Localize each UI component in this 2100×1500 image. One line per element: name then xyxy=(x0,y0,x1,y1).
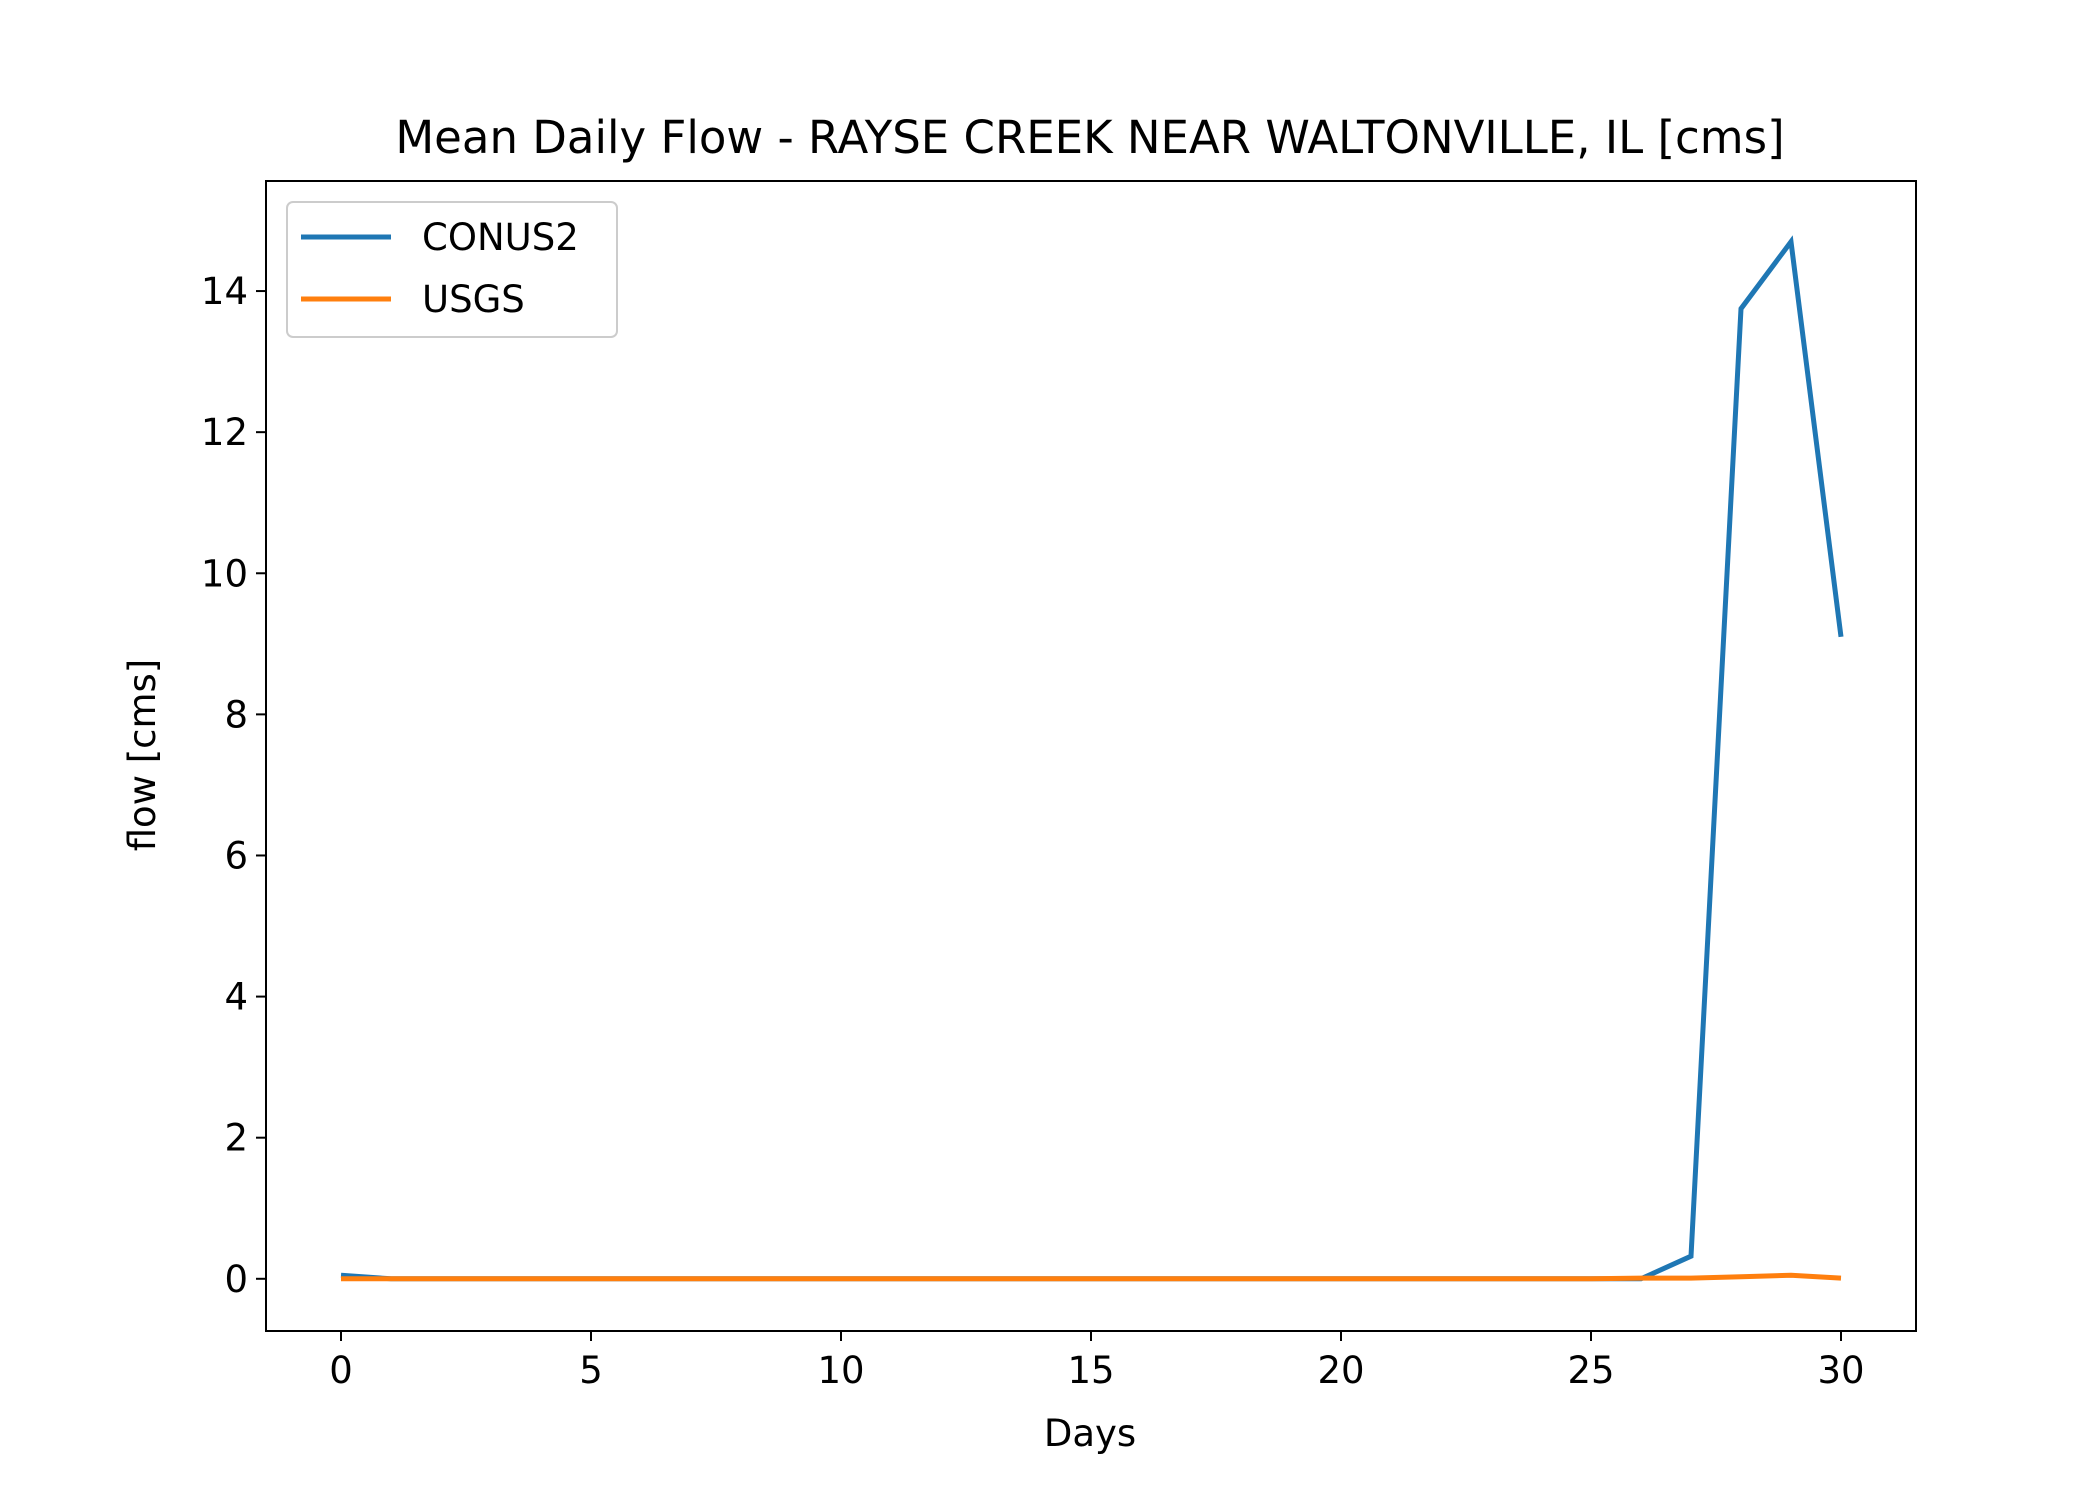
y-axis-label: flow [cms] xyxy=(121,659,164,852)
y-tick-label: 12 xyxy=(201,411,248,454)
x-tick-label: 5 xyxy=(579,1349,603,1392)
series-line-usgs xyxy=(341,1272,1842,1282)
x-tick-label: 30 xyxy=(1817,1349,1864,1392)
x-axis-label: Days xyxy=(1044,1412,1136,1455)
y-tick-label: 6 xyxy=(224,834,248,877)
x-axis: 0 5 10 15 20 25 30 xyxy=(329,1331,1865,1392)
x-tick-label: 10 xyxy=(817,1349,864,1392)
y-tick-label: 10 xyxy=(201,552,248,595)
x-tick-label: 0 xyxy=(329,1349,353,1392)
x-tick-label: 15 xyxy=(1067,1349,1114,1392)
legend-entry: USGS xyxy=(422,278,525,321)
series-lines xyxy=(340,235,1844,1282)
chart-title: Mean Daily Flow - RAYSE CREEK NEAR WALTO… xyxy=(395,111,1784,164)
y-tick-label: 14 xyxy=(201,270,248,313)
y-tick-label: 4 xyxy=(224,976,248,1019)
y-tick-label: 0 xyxy=(224,1258,248,1301)
legend: CONUS2 USGS xyxy=(286,201,618,338)
legend-entry: CONUS2 xyxy=(422,216,579,259)
y-axis: 0 2 4 6 8 10 12 14 xyxy=(201,270,266,1301)
x-tick-label: 25 xyxy=(1567,1349,1614,1392)
x-tick-label: 20 xyxy=(1317,1349,1364,1392)
y-tick-label: 8 xyxy=(224,693,248,736)
y-tick-label: 2 xyxy=(224,1117,248,1160)
